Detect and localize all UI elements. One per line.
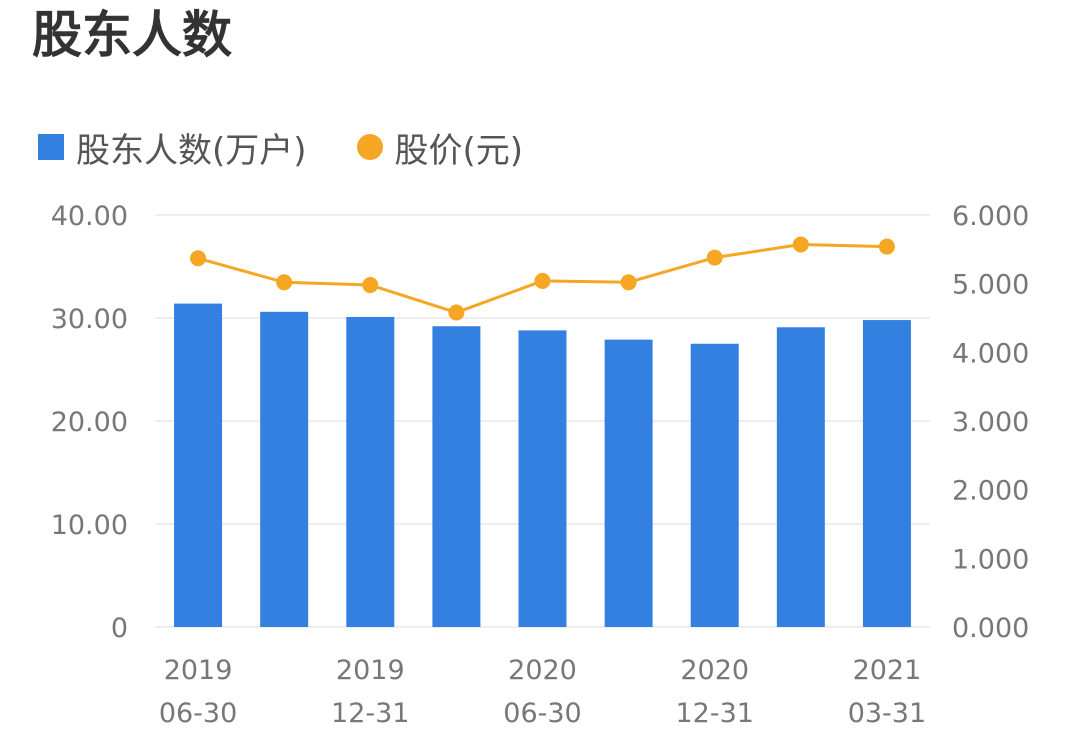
bar [432,326,481,627]
bar [260,311,309,627]
bar-series [174,303,911,627]
y-right-tick-label: 2.000 [952,476,1029,507]
x-tick-label-date: 03-31 [848,698,926,729]
legend-bar-swatch [38,134,64,160]
x-tick-label-year: 2020 [508,655,577,686]
bar [776,327,825,627]
legend-line-label: 股价(元) [394,130,524,171]
y-right-tick-label: 4.000 [952,338,1029,369]
y-axis-left: 0 10.00 20.00 30.00 40.00 [51,201,128,644]
price-point [878,238,895,255]
y-right-tick-label: 3.000 [952,407,1029,438]
line-series [190,236,895,321]
y-right-tick-label: 5.000 [952,270,1029,301]
x-axis: 2019 06-30 2019 12-31 2020 06-30 2020 12-31 2021… [159,655,926,729]
price-point [362,277,379,294]
price-point [276,274,293,291]
bar [174,303,223,627]
y-axis-right: 0.000 1.000 2.000 3.000 4.000 5.000 6.000 [952,201,1029,644]
legend: 股东人数(万户) 股价(元) [38,122,573,172]
x-tick-label-date: 06-30 [159,698,237,729]
chart-title: 股东人数 [32,6,232,64]
bar [690,343,739,627]
bar [518,330,567,627]
y-left-tick-label: 0 [111,613,128,644]
y-right-tick-label: 6.000 [952,201,1029,232]
legend-line-swatch [356,134,383,160]
legend-bar-label: 股东人数(万户) [76,130,307,171]
y-right-tick-label: 0.000 [952,613,1029,644]
x-tick-label-date: 12-31 [331,698,409,729]
y-left-tick-label: 40.00 [51,201,128,232]
x-tick-label-year: 2021 [853,655,922,686]
price-point [448,304,465,321]
x-tick-label-year: 2019 [336,655,405,686]
price-point [620,274,637,291]
x-tick-label-year: 2019 [164,655,233,686]
bar [604,339,653,627]
legend-item-bar[interactable]: 股东人数(万户) [38,123,307,172]
y-left-tick-label: 20.00 [51,407,128,438]
price-point [706,249,723,266]
price-point [534,272,551,289]
price-point [792,236,809,253]
y-left-tick-label: 10.00 [51,510,128,541]
x-tick-label-date: 12-31 [675,698,753,729]
y-right-tick-label: 1.000 [952,544,1029,575]
x-tick-label-year: 2020 [680,655,749,686]
bar [862,320,911,627]
price-point [190,250,207,267]
y-left-tick-label: 30.00 [51,304,128,335]
legend-item-line[interactable]: 股价(元) [356,123,524,172]
x-tick-label-date: 06-30 [503,698,581,729]
bar [346,316,395,627]
